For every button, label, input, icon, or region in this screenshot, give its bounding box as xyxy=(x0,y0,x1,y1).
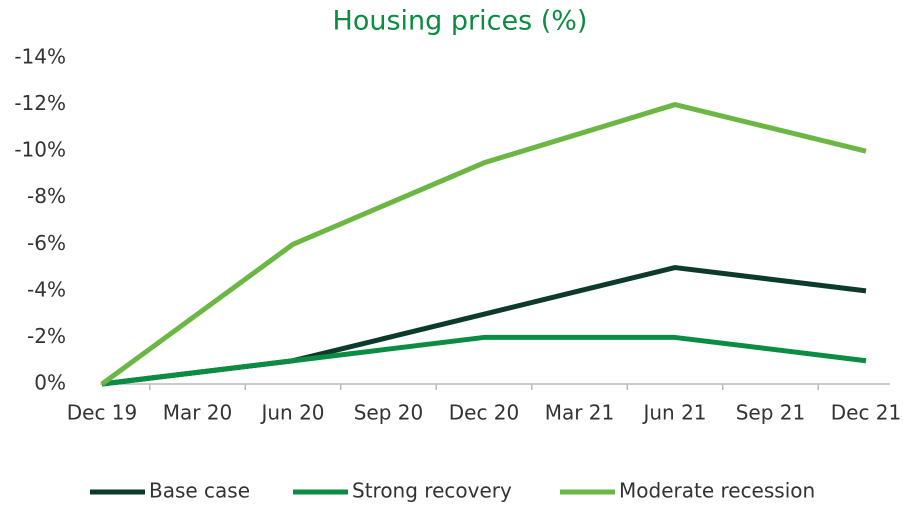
series-line xyxy=(101,265,867,387)
x-tick-label: Dec 20 xyxy=(449,401,520,425)
chart-title: Housing prices (%) xyxy=(333,6,588,37)
legend-label: Strong recovery xyxy=(352,479,512,503)
legend-label: Base case xyxy=(149,479,250,503)
y-tick-label: -2% xyxy=(27,324,66,348)
x-tick-label: Dec 19 xyxy=(67,401,138,425)
y-tick-label: -14% xyxy=(14,45,66,69)
y-tick-label: -8% xyxy=(27,184,66,208)
x-tick-label: Jun 20 xyxy=(259,401,324,425)
series-line xyxy=(101,334,867,387)
x-tick-label: Dec 21 xyxy=(831,401,902,425)
y-tick-label: 0% xyxy=(34,371,66,395)
legend-label: Moderate recession xyxy=(619,479,815,503)
y-tick-label: -6% xyxy=(27,231,66,255)
x-tick-label: Mar 20 xyxy=(163,401,233,425)
y-tick-label: -4% xyxy=(27,277,66,301)
x-tick-label: Sep 20 xyxy=(354,401,424,425)
x-tick-label: Mar 21 xyxy=(545,401,615,425)
series-line xyxy=(100,102,867,387)
x-tick-label: Jun 21 xyxy=(641,401,706,425)
y-tick-label: -12% xyxy=(14,91,66,115)
y-tick-label: -10% xyxy=(14,138,66,162)
x-tick-label: Sep 21 xyxy=(736,401,806,425)
